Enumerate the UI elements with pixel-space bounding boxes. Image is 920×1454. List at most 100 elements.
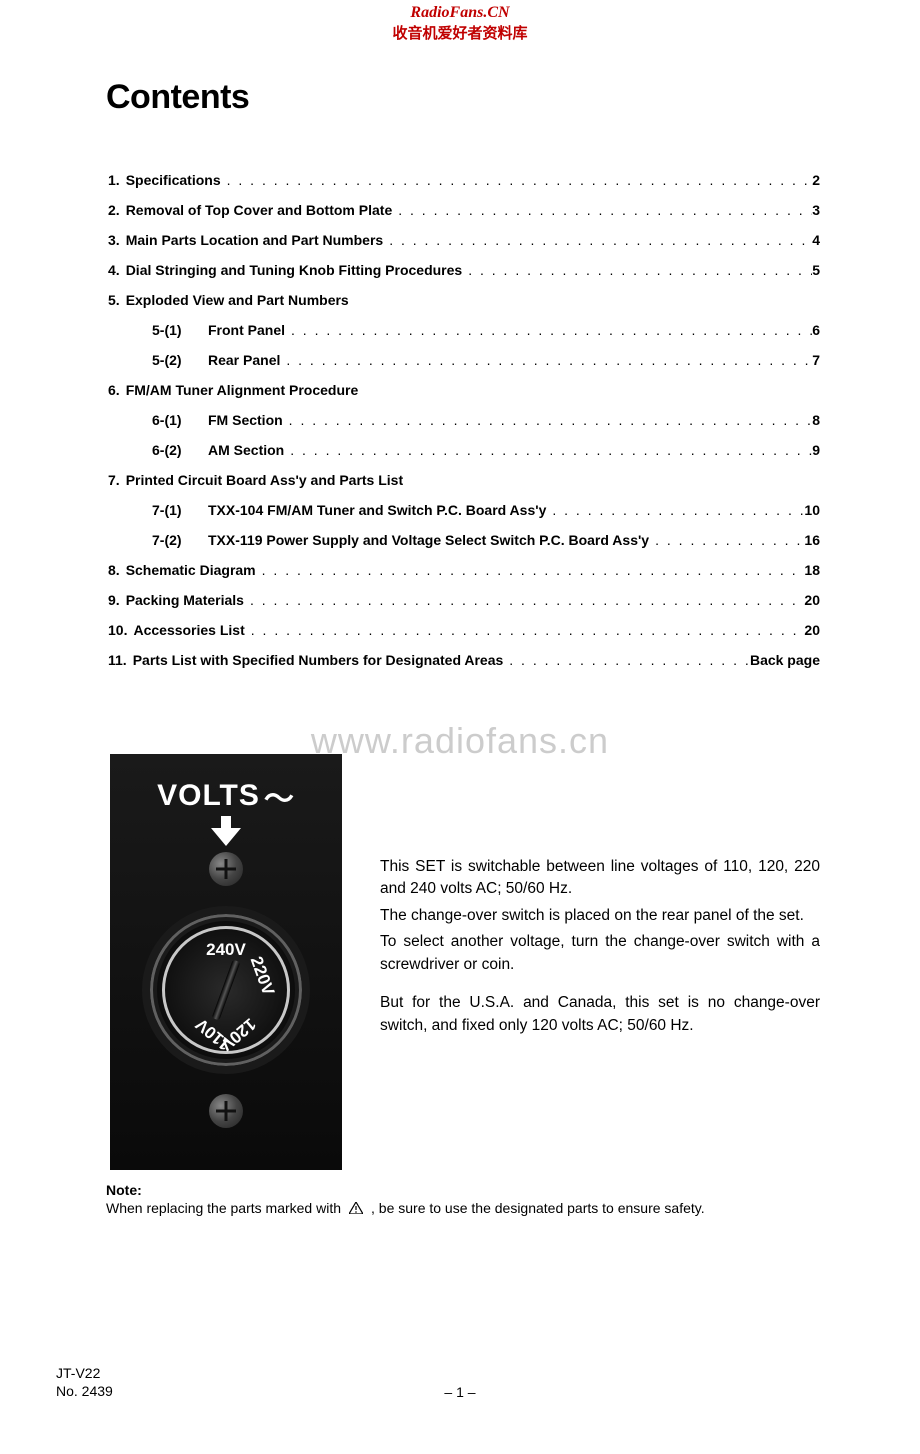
- toc-page: 3: [812, 202, 820, 218]
- toc-page: 6: [812, 322, 820, 338]
- toc-row: 11.Parts List with Specified Numbers for…: [108, 652, 820, 668]
- toc-label: Front Panel: [208, 322, 285, 338]
- toc-row: 5. Exploded View and Part Numbers: [108, 292, 820, 308]
- toc-dots: . . . . . . . . . . . . . . . . . . . . …: [285, 322, 812, 338]
- toc-number: 4.: [108, 262, 120, 278]
- volts-label: VOLTS 〜: [157, 774, 295, 818]
- toc-dots: . . . . . . . . . . . . . . . . . . . . …: [280, 352, 812, 368]
- toc-number: 1.: [108, 172, 120, 188]
- toc-label: FM/AM Tuner Alignment Procedure: [126, 382, 359, 398]
- toc-label: Specifications: [126, 172, 221, 188]
- watermark-line2: 收音机爱好者资料库: [0, 22, 920, 43]
- toc-label: Rear Panel: [208, 352, 280, 368]
- table-of-contents: 1.Specifications. . . . . . . . . . . . …: [108, 172, 820, 682]
- toc-row: 6-(1)FM Section. . . . . . . . . . . . .…: [108, 412, 820, 428]
- warning-triangle-icon: [349, 1202, 363, 1214]
- note-title: Note:: [106, 1182, 820, 1198]
- description-p3: To select another voltage, turn the chan…: [380, 931, 820, 976]
- toc-dots: . . . . . . . . . . . . . . . . . . . . …: [283, 412, 813, 428]
- toc-label: Dial Stringing and Tuning Knob Fitting P…: [126, 262, 463, 278]
- description-block: This SET is switchable between line volt…: [380, 856, 820, 1041]
- toc-row: 7-(2)TXX-119 Power Supply and Voltage Se…: [108, 532, 820, 548]
- toc-page: 5: [812, 262, 820, 278]
- toc-dots: . . . . . . . . . . . . . . . . . . . . …: [383, 232, 812, 248]
- toc-number: 5-(2): [152, 352, 208, 368]
- toc-dots: . . . . . . . . . . . . . . . . . . . . …: [392, 202, 812, 218]
- toc-dots: . . . . . . . . . . . . . . . . . . . . …: [546, 502, 804, 518]
- toc-dots: . . . . . . . . . . . . . . . . . . . . …: [649, 532, 804, 548]
- volts-text: VOLTS: [157, 779, 260, 813]
- toc-page: 18: [804, 562, 820, 578]
- toc-number: 6-(2): [152, 442, 208, 458]
- toc-number: 9.: [108, 592, 120, 608]
- toc-row: 5-(2)Rear Panel. . . . . . . . . . . . .…: [108, 352, 820, 368]
- toc-label: Parts List with Specified Numbers for De…: [133, 652, 504, 668]
- toc-label: TXX-119 Power Supply and Voltage Select …: [208, 532, 649, 548]
- page-title: Contents: [106, 78, 249, 117]
- header-watermark: RadioFans.CN 收音机爱好者资料库: [0, 4, 920, 43]
- tilde-icon: 〜: [264, 774, 295, 818]
- toc-label: Printed Circuit Board Ass'y and Parts Li…: [126, 472, 403, 488]
- toc-row: 7. Printed Circuit Board Ass'y and Parts …: [108, 472, 820, 488]
- toc-number: 7.: [108, 472, 120, 488]
- toc-row: 3. Main Parts Location and Part Numbers. …: [108, 232, 820, 248]
- toc-label: TXX-104 FM/AM Tuner and Switch P.C. Boar…: [208, 502, 546, 518]
- toc-number: 5.: [108, 292, 120, 308]
- description-p4: But for the U.S.A. and Canada, this set …: [380, 992, 820, 1037]
- toc-page: 7: [812, 352, 820, 368]
- footer-page-number: – 1 –: [0, 1384, 920, 1400]
- toc-row: 7-(1)TXX-104 FM/AM Tuner and Switch P.C.…: [108, 502, 820, 518]
- toc-dots: . . . . . . . . . . . . . . . . . . . . …: [221, 172, 813, 188]
- toc-page: 2: [812, 172, 820, 188]
- toc-number: 5-(1): [152, 322, 208, 338]
- toc-page: 16: [804, 532, 820, 548]
- toc-number: 3.: [108, 232, 120, 248]
- toc-page: 20: [804, 622, 820, 638]
- toc-row: 9.Packing Materials. . . . . . . . . . .…: [108, 592, 820, 608]
- toc-dots: . . . . . . . . . . . . . . . . . . . . …: [462, 262, 812, 278]
- toc-page: Back page: [750, 652, 820, 668]
- note-block: Note: When replacing the parts marked wi…: [106, 1182, 820, 1216]
- toc-row: 1. Specifications. . . . . . . . . . . . …: [108, 172, 820, 188]
- toc-row: 10. Accessories List. . . . . . . . . . .…: [108, 622, 820, 638]
- toc-page: 20: [804, 592, 820, 608]
- toc-number: 7-(2): [152, 532, 208, 548]
- description-p1: This SET is switchable between line volt…: [380, 856, 820, 901]
- toc-label: Accessories List: [133, 622, 244, 638]
- toc-number: 10.: [108, 622, 127, 638]
- toc-dots: . . . . . . . . . . . . . . . . . . . . …: [284, 442, 812, 458]
- screw-icon: [209, 1094, 243, 1128]
- toc-page: 8: [812, 412, 820, 428]
- toc-number: 6.: [108, 382, 120, 398]
- toc-row: 6. FM/AM Tuner Alignment Procedure: [108, 382, 820, 398]
- note-before: When replacing the parts marked with: [106, 1200, 341, 1216]
- toc-label: Main Parts Location and Part Numbers: [126, 232, 384, 248]
- note-after: , be sure to use the designated parts to…: [371, 1200, 705, 1216]
- footer-model: JT-V22: [56, 1364, 113, 1382]
- toc-label: AM Section: [208, 442, 284, 458]
- toc-number: 6-(1): [152, 412, 208, 428]
- toc-number: 8.: [108, 562, 120, 578]
- voltage-selector-dial: 240V 220V 120V 110V: [142, 906, 310, 1074]
- toc-label: FM Section: [208, 412, 283, 428]
- toc-dots: . . . . . . . . . . . . . . . . . . . . …: [244, 592, 804, 608]
- toc-label: Exploded View and Part Numbers: [126, 292, 349, 308]
- toc-row: 8. Schematic Diagram. . . . . . . . . . .…: [108, 562, 820, 578]
- toc-number: 7-(1): [152, 502, 208, 518]
- note-body: When replacing the parts marked with , b…: [106, 1200, 820, 1216]
- description-p2: The change-over switch is placed on the …: [380, 905, 820, 927]
- toc-row: 2. Removal of Top Cover and Bottom Plate.…: [108, 202, 820, 218]
- toc-row: 5-(1)Front Panel. . . . . . . . . . . . …: [108, 322, 820, 338]
- toc-page: 4: [812, 232, 820, 248]
- toc-label: Schematic Diagram: [126, 562, 256, 578]
- toc-row: 6-(2)AM Section. . . . . . . . . . . . .…: [108, 442, 820, 458]
- toc-dots: . . . . . . . . . . . . . . . . . . . . …: [503, 652, 750, 668]
- toc-dots: . . . . . . . . . . . . . . . . . . . . …: [245, 622, 805, 638]
- dial-240v: 240V: [206, 940, 246, 960]
- toc-page: 9: [812, 442, 820, 458]
- watermark-line1: RadioFans.CN: [0, 4, 920, 22]
- toc-dots: . . . . . . . . . . . . . . . . . . . . …: [256, 562, 805, 578]
- toc-number: 2.: [108, 202, 120, 218]
- toc-label: Removal of Top Cover and Bottom Plate: [126, 202, 393, 218]
- toc-page: 10: [804, 502, 820, 518]
